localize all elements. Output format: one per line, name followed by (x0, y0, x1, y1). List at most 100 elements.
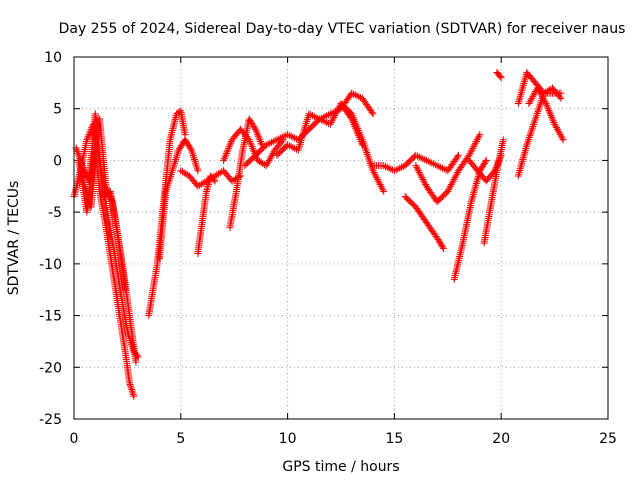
point-arc-22-fill (530, 121, 538, 129)
point-arc-12-fill (319, 117, 327, 125)
point-arc-11-fill (353, 92, 361, 100)
point-arc-10-fill (248, 119, 256, 127)
point-arc-16-fill (419, 175, 427, 183)
point-arc-14-fill (392, 166, 400, 174)
point-arc-21-fill (517, 89, 525, 97)
point-arc-13-fill (368, 163, 376, 171)
point-arc-11 (273, 136, 281, 144)
point-arc-14-fill (438, 164, 446, 172)
point-arc-16 (412, 162, 420, 170)
point-arc-14-fill (414, 152, 422, 160)
point-arc-12 (305, 110, 313, 118)
point-arc-16-fill (473, 136, 481, 144)
point-arc-9-fill (222, 150, 230, 158)
point-arc-17-fill (471, 185, 479, 193)
point-arc-22-fill (520, 152, 528, 160)
point-arc-6-fill (190, 154, 198, 162)
point-arc-9-fill (249, 144, 257, 152)
point-arc-9 (245, 136, 253, 144)
x-tick-label: 15 (385, 431, 403, 447)
point-arc-23-fill (549, 117, 557, 125)
point-arc-12-fill (289, 144, 297, 151)
point-arc-10-fill (255, 134, 263, 142)
point-arc-14-fill (435, 162, 443, 170)
point-arc-17-fill (474, 174, 482, 182)
point-arc-20-fill (496, 72, 504, 80)
point-arc-14-fill (431, 161, 439, 169)
point-arc-9-fill (224, 146, 232, 154)
point-arc-12-fill (296, 140, 304, 148)
point-arc-22-fill (518, 157, 526, 165)
point-arc-13-fill (359, 138, 367, 146)
point-arc-12-fill (287, 143, 295, 151)
point-arc-16-fill (469, 144, 477, 152)
point-arc-13 (380, 187, 388, 195)
point-arc-11-fill (271, 137, 279, 145)
point-arc-10-fill (254, 132, 262, 140)
point-arc-22-fill (525, 135, 533, 143)
point-arc-17-fill (470, 189, 478, 197)
point-arc-21-fill (518, 87, 526, 95)
point-arc-14-fill (426, 158, 434, 166)
point-arc-23-fill (548, 115, 556, 123)
point-arc-12-fill (312, 113, 320, 121)
point-arc-23-fill (544, 105, 552, 113)
y-tick-label: 10 (44, 50, 62, 66)
point-arc-4-fill (106, 193, 114, 201)
point-arc-1-fill (127, 382, 135, 390)
point-arc-21 (514, 100, 522, 108)
point-arc-15-fill (439, 243, 447, 251)
point-arc-13-fill (361, 143, 369, 151)
point-arc-22-fill (534, 108, 542, 116)
point-arc-13-fill (373, 174, 381, 182)
point-arc-14-fill (394, 165, 402, 173)
point-arc-11-fill (276, 134, 284, 142)
point-arc-17-fill (471, 183, 479, 191)
point-arc-23-fill (550, 119, 558, 127)
point-arc-23-fill (547, 112, 555, 120)
point-arc-17-fill (472, 181, 480, 189)
point-arc-16-fill (414, 167, 422, 175)
point-arc-1-fill (127, 384, 135, 392)
point-arc-16-fill (445, 186, 453, 194)
point-arc-11-fill (285, 131, 293, 139)
point-arc-15-fill (435, 237, 443, 245)
point-arc-6-fill (172, 155, 180, 163)
point-arc-14-fill (417, 154, 425, 162)
point-arc-1-fill (84, 132, 92, 140)
point-arc-22-fill (521, 148, 529, 156)
point-arc-11-fill (266, 139, 274, 147)
point-arc-23-fill (558, 134, 566, 142)
point-arc-17-fill (469, 192, 477, 200)
point-arc-13-fill (373, 175, 381, 183)
point-arc-17 (482, 156, 490, 164)
point-arc-13-fill (371, 170, 379, 178)
point-arc-21-fill (518, 85, 526, 93)
point-arc-4-fill (103, 184, 111, 192)
point-arc-21-fill (521, 76, 529, 84)
x-tick-label: 0 (70, 431, 79, 447)
y-axis-label: SDTVAR / TECUs (6, 181, 22, 296)
point-arc-13-fill (362, 147, 370, 155)
point-arc-22-fill (516, 165, 524, 173)
point-arc-21-fill (516, 94, 524, 102)
point-arc-9-fill (248, 143, 256, 151)
point-arc-13-fill (365, 156, 373, 164)
point-arc-1-fill (126, 380, 134, 388)
point-arc-22-fill (524, 137, 532, 145)
point-arc-8-fill (210, 176, 218, 184)
point-arc-13-fill (360, 141, 368, 149)
point-arc-13-fill (363, 150, 371, 158)
point-arc-11-fill (289, 133, 297, 141)
point-arc-10 (252, 125, 260, 133)
point-arc-22-fill (527, 128, 535, 136)
point-arc-17-fill (478, 164, 486, 172)
point-arc-9-fill (246, 137, 254, 145)
point-arc-22-fill (522, 143, 530, 151)
point-arc-10-fill (254, 131, 262, 139)
point-arc-16-fill (446, 184, 454, 192)
point-arc-14-fill (396, 164, 404, 172)
point-arc-21-fill (517, 90, 525, 98)
point-arc-17-fill (479, 162, 487, 170)
point-arc-22-fill (518, 159, 526, 167)
